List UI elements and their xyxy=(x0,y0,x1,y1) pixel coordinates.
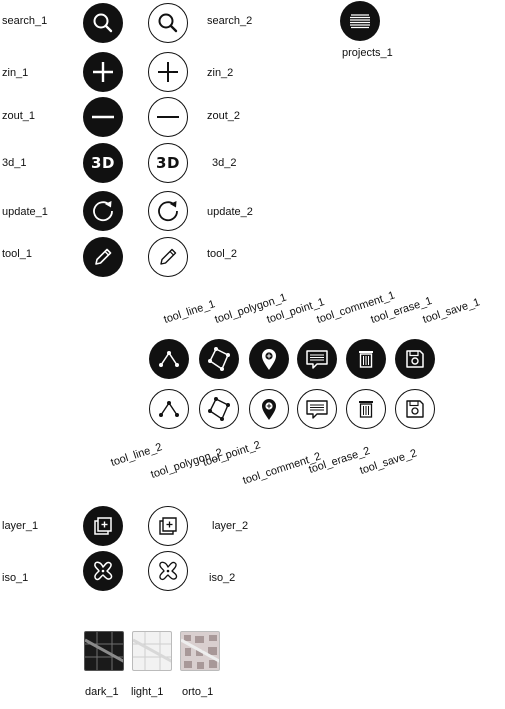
trash-icon xyxy=(359,351,373,368)
tool-line-button-light[interactable] xyxy=(149,389,189,429)
label-iso-2: iso_2 xyxy=(209,572,236,584)
tool-point-button-dark[interactable] xyxy=(249,339,289,379)
tool-line-button-dark[interactable] xyxy=(149,339,189,379)
isochrone-icon xyxy=(159,561,178,581)
trash-icon xyxy=(359,401,373,418)
iso-button-dark[interactable] xyxy=(83,551,123,591)
map-dark-icon xyxy=(85,632,123,670)
zoom-out-button-dark[interactable] xyxy=(83,97,123,137)
zoom-in-button-dark[interactable] xyxy=(83,52,123,92)
basemap-dark-tile[interactable] xyxy=(84,631,124,671)
isochrone-icon xyxy=(94,561,113,581)
update-button-dark[interactable] xyxy=(83,191,123,231)
label-update-1: update_1 xyxy=(2,206,48,218)
line-tool-icon xyxy=(159,351,179,367)
label-search-1: search_1 xyxy=(2,15,48,27)
tool-save-button-dark[interactable] xyxy=(395,339,435,379)
label-tool-line-1: tool_line_1 xyxy=(162,298,217,326)
3d-icon: 3D xyxy=(91,154,115,172)
label-zin-2: zin_2 xyxy=(207,67,234,79)
map-pin-icon xyxy=(262,349,276,370)
refresh-icon xyxy=(93,201,113,222)
tool-save-button-light[interactable] xyxy=(395,389,435,429)
iso-button-light[interactable] xyxy=(148,551,188,591)
label-iso-1: iso_1 xyxy=(2,572,29,584)
label-3d-1: 3d_1 xyxy=(2,157,27,169)
3d-icon: 3D xyxy=(156,154,180,172)
tool-button-light[interactable] xyxy=(148,237,188,277)
label-update-2: update_2 xyxy=(207,206,253,218)
label-projects-1: projects_1 xyxy=(342,47,393,59)
pencil-icon xyxy=(95,248,112,265)
label-zout-1: zout_1 xyxy=(2,110,36,122)
pencil-icon xyxy=(160,248,177,265)
refresh-icon xyxy=(158,201,178,222)
label-search-2: search_2 xyxy=(207,15,253,27)
search-button-light[interactable] xyxy=(148,3,188,43)
tool-comment-button-dark[interactable] xyxy=(297,339,337,379)
map-aerial-icon xyxy=(181,635,219,669)
zoom-out-button-light[interactable] xyxy=(148,97,188,137)
layer-button-dark[interactable] xyxy=(83,506,123,546)
label-orto-1: orto_1 xyxy=(182,686,214,698)
projects-button[interactable] xyxy=(340,1,380,41)
label-layer-1: layer_1 xyxy=(2,520,39,532)
update-button-light[interactable] xyxy=(148,191,188,231)
basemap-light-tile[interactable] xyxy=(132,631,172,671)
label-tool-1: tool_1 xyxy=(2,248,32,260)
3d-button-light[interactable]: 3D xyxy=(148,143,188,183)
comment-icon xyxy=(306,350,328,369)
minus-icon xyxy=(157,116,179,118)
label-tool-point-2: tool_point_2 xyxy=(201,439,263,469)
tool-erase-button-light[interactable] xyxy=(346,389,386,429)
line-tool-icon xyxy=(159,401,179,417)
label-zout-2: zout_2 xyxy=(207,110,241,122)
search-icon xyxy=(93,13,113,33)
floppy-disk-icon xyxy=(406,350,424,368)
plus-icon xyxy=(93,62,113,82)
zoom-in-button-light[interactable] xyxy=(148,52,188,92)
map-pin-icon xyxy=(262,399,276,420)
label-3d-2: 3d_2 xyxy=(212,157,237,169)
basemap-orto-tile[interactable] xyxy=(180,631,220,671)
tool-polygon-button-dark[interactable] xyxy=(199,339,239,379)
label-layer-2: layer_2 xyxy=(212,520,249,532)
map-light-icon xyxy=(133,632,171,670)
label-zin-1: zin_1 xyxy=(2,67,29,79)
label-light-1: light_1 xyxy=(131,686,164,698)
polygon-tool-icon xyxy=(208,397,230,421)
floppy-disk-icon xyxy=(406,400,424,418)
3d-button-dark[interactable]: 3D xyxy=(83,143,123,183)
tool-point-button-light[interactable] xyxy=(249,389,289,429)
minus-icon xyxy=(92,115,114,119)
search-button-dark[interactable] xyxy=(83,3,123,43)
label-dark-1: dark_1 xyxy=(85,686,119,698)
polygon-tool-icon xyxy=(208,347,230,371)
tool-button-dark[interactable] xyxy=(83,237,123,277)
tool-comment-button-light[interactable] xyxy=(297,389,337,429)
search-icon xyxy=(158,13,178,33)
list-lines-icon xyxy=(350,14,370,29)
tool-polygon-button-light[interactable] xyxy=(199,389,239,429)
tool-erase-button-dark[interactable] xyxy=(346,339,386,379)
layer-button-light[interactable] xyxy=(148,506,188,546)
label-tool-2: tool_2 xyxy=(207,248,237,260)
add-layer-icon xyxy=(159,517,177,535)
comment-icon xyxy=(306,400,328,419)
label-tool-line-2: tool_line_2 xyxy=(109,441,164,469)
add-layer-icon xyxy=(94,517,112,535)
plus-icon xyxy=(158,62,178,82)
